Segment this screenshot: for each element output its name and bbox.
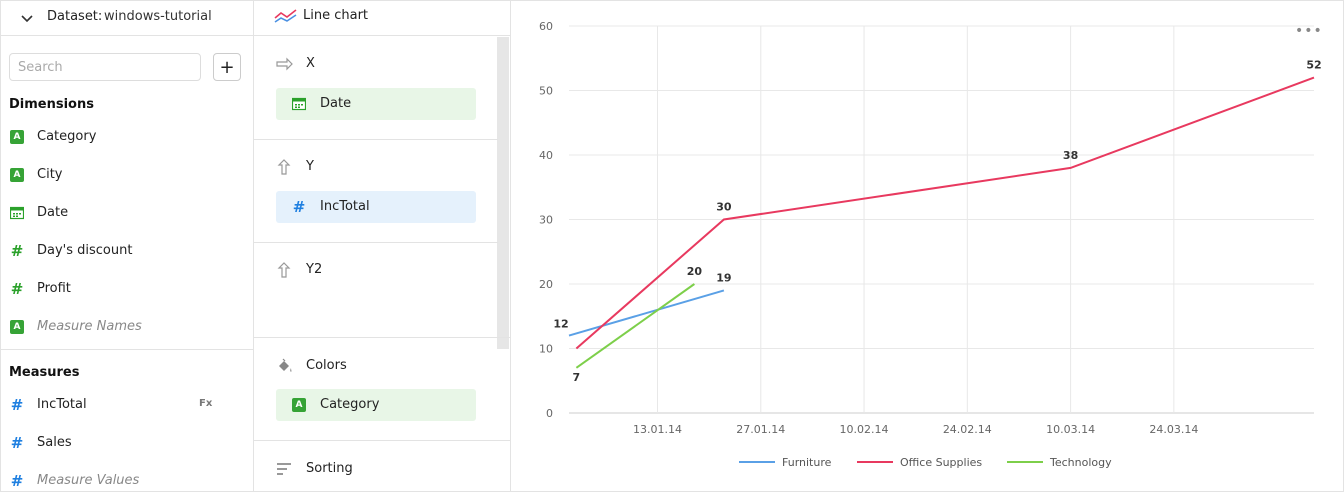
field-row-days-discount[interactable]: # Day's discount: [1, 232, 253, 270]
slot-colors-label: Colors: [306, 358, 347, 373]
plus-icon: +: [219, 56, 235, 78]
number-type-icon: #: [10, 472, 24, 490]
legend-item: Furniture: [782, 456, 832, 469]
dataset-selector[interactable]: Dataset: windows-tutorial: [1, 1, 253, 36]
series-line-technology: [575, 283, 695, 369]
legend-item: Office Supplies: [900, 456, 982, 469]
field-label: Profit: [37, 281, 71, 296]
y-tick-label: 60: [539, 20, 553, 33]
data-label: 19: [716, 271, 731, 284]
field-row-measure-values[interactable]: # Measure Values: [1, 462, 253, 492]
more-options-icon[interactable]: •••: [1295, 23, 1323, 39]
chart-area: 0 10 20 30 40 50 60 13.01.14 27.01.14 10.02.14 24.…: [511, 1, 1344, 492]
number-type-icon: #: [10, 280, 24, 298]
line-chart: 0 10 20 30 40 50 60 13.01.14 27.01.14 10.02.14 24.…: [539, 20, 1322, 469]
colors-field-chip[interactable]: A Category: [276, 389, 476, 421]
dataset-fields-panel: Dataset: windows-tutorial + Dimensions A…: [1, 1, 254, 492]
field-label: Measure Values: [37, 473, 140, 488]
string-type-icon: A: [10, 168, 24, 182]
chip-label: Date: [320, 96, 352, 111]
y-tick-label: 10: [539, 343, 553, 356]
sort-icon: [277, 463, 291, 475]
measures-title: Measures: [9, 365, 80, 380]
number-type-icon: #: [10, 434, 24, 452]
y-tick-label: 50: [539, 85, 553, 98]
dataset-label: Dataset:: [47, 9, 103, 24]
field-label: Day's discount: [37, 243, 133, 258]
field-label: Measure Names: [37, 319, 142, 334]
add-field-button[interactable]: +: [213, 53, 241, 81]
dataset-name[interactable]: windows-tutorial: [104, 9, 212, 24]
section-divider: [254, 139, 498, 140]
string-type-icon: A: [10, 320, 24, 334]
series-line-office-supplies: [575, 76, 1315, 350]
slot-sorting-label: Sorting: [306, 461, 353, 476]
data-label: 52: [1306, 59, 1321, 72]
calendar-icon: [292, 97, 306, 111]
scrollbar[interactable]: [497, 37, 509, 349]
field-label: Date: [37, 205, 69, 220]
arrow-up-icon: [277, 262, 291, 278]
y-tick-label: 20: [539, 278, 553, 291]
line-chart-icon: [274, 9, 297, 23]
x-tick-label: 13.01.14: [633, 423, 682, 436]
field-row-profit[interactable]: # Profit: [1, 270, 253, 308]
x-tick-label: 10.03.14: [1046, 423, 1095, 436]
x-field-chip[interactable]: Date: [276, 88, 476, 120]
chart-type-selector[interactable]: Line chart: [254, 1, 510, 36]
legend-item: Technology: [1049, 456, 1112, 469]
slot-y-label: Y: [306, 159, 314, 174]
y-field-chip[interactable]: # IncTotal: [276, 191, 476, 223]
field-label: Sales: [37, 435, 72, 450]
data-label: 30: [716, 201, 732, 214]
section-divider: [254, 337, 510, 338]
slot-y2-label: Y2: [306, 262, 323, 277]
field-label: City: [37, 167, 63, 182]
data-label: 12: [553, 318, 568, 331]
field-row-sales[interactable]: # Sales: [1, 424, 253, 462]
slot-x-label: X: [306, 56, 315, 71]
x-tick-label: 10.02.14: [840, 423, 889, 436]
calendar-icon: [10, 206, 24, 220]
field-row-category[interactable]: A Category: [1, 118, 253, 156]
formula-badge[interactable]: Fx: [199, 398, 213, 409]
field-row-city[interactable]: A City: [1, 156, 253, 194]
arrow-up-icon: [277, 159, 291, 175]
chip-label: Category: [320, 397, 380, 412]
field-label: Category: [37, 129, 97, 144]
section-divider: [254, 242, 498, 243]
chip-label: IncTotal: [320, 199, 370, 214]
data-label: 38: [1063, 149, 1078, 162]
section-divider: [1, 349, 253, 350]
chart-type-label: Line chart: [303, 8, 369, 23]
data-label: 20: [687, 265, 703, 278]
y-tick-label: 30: [539, 214, 553, 227]
field-row-measure-names[interactable]: A Measure Names: [1, 308, 253, 346]
x-tick-label: 27.01.14: [736, 423, 785, 436]
paint-bucket-icon: [279, 358, 292, 372]
dimensions-title: Dimensions: [9, 97, 94, 112]
x-tick-label: 24.02.14: [943, 423, 992, 436]
series-line-furniture: [568, 289, 725, 337]
search-input[interactable]: [9, 53, 201, 81]
number-type-icon: #: [10, 396, 24, 414]
arrow-right-icon: [276, 57, 293, 71]
data-label: 7: [573, 371, 581, 384]
x-tick-label: 24.03.14: [1149, 423, 1198, 436]
field-row-inctotal[interactable]: # IncTotal Fx: [1, 386, 253, 424]
number-type-icon: #: [292, 198, 306, 216]
field-label: IncTotal: [37, 397, 87, 412]
string-type-icon: A: [10, 130, 24, 144]
y-tick-label: 0: [546, 407, 553, 420]
chevron-down-icon[interactable]: [19, 11, 35, 27]
y-tick-label: 40: [539, 149, 553, 162]
field-row-date[interactable]: Date: [1, 194, 253, 232]
visualization-panel: Line chart X Date Y: [254, 1, 511, 492]
section-divider: [254, 440, 510, 441]
string-type-icon: A: [292, 398, 306, 412]
number-type-icon: #: [10, 242, 24, 260]
